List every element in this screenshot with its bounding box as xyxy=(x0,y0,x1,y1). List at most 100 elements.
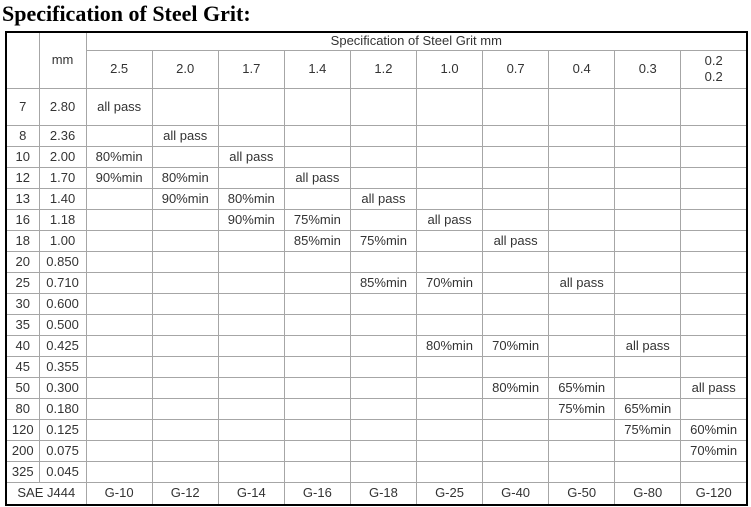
spec-value-cell xyxy=(415,166,484,189)
spec-value-cell xyxy=(151,87,219,126)
spec-value-cell xyxy=(151,397,219,420)
spec-value-cell xyxy=(680,313,748,336)
spec-value-cell xyxy=(614,229,682,252)
spec-value-cell xyxy=(217,313,285,336)
spec-value-cell xyxy=(283,355,351,378)
spec-value-cell xyxy=(151,460,219,483)
spec-value-cell xyxy=(415,187,484,210)
spec-value-cell xyxy=(482,271,550,294)
spec-value-cell xyxy=(217,418,285,441)
mm-cell: 2.36 xyxy=(38,124,87,147)
spec-value-cell: all pass xyxy=(482,229,550,252)
spec-value-cell xyxy=(415,397,484,420)
spec-value-cell: 75%min xyxy=(548,397,616,420)
spec-value-cell xyxy=(614,292,682,315)
spec-value-cell xyxy=(151,271,219,294)
spec-value-cell xyxy=(151,376,219,399)
spec-value-cell: 90%min xyxy=(85,166,153,189)
spec-value-cell xyxy=(548,87,616,126)
spec-value-cell xyxy=(680,355,748,378)
spec-value-cell: 80%min xyxy=(151,166,219,189)
spec-value-cell xyxy=(548,460,616,483)
sae-grade-cell: G-14 xyxy=(217,481,285,506)
table-row: 18 1.00 85%min 75%min all pass xyxy=(5,229,748,252)
table-body: 7 2.80 all pass 8 2.36 all pass 10 2.00 80%min al… xyxy=(5,87,748,483)
spec-value-cell xyxy=(614,87,682,126)
spec-value-cell xyxy=(482,250,550,273)
size-column-header: 0.2 0.2 xyxy=(680,49,748,89)
spec-value-cell xyxy=(680,87,748,126)
spec-value-cell xyxy=(614,208,682,231)
spec-value-cell xyxy=(482,87,550,126)
mesh-cell: 12 xyxy=(5,166,40,189)
size-column-header: 1.2 xyxy=(349,49,417,89)
table-row: 45 0.355 xyxy=(5,355,748,378)
mm-cell: 0.355 xyxy=(38,355,87,378)
size-column-header: 1.0 xyxy=(415,49,484,89)
spec-value-cell xyxy=(283,439,351,462)
mesh-column-header xyxy=(5,31,40,89)
spec-value-cell: 75%min xyxy=(614,418,682,441)
size-header-row: 2.5 2.0 1.7 1.4 1.2 1.0 0.7 0.4 0.3 0.2 0.2 xyxy=(6,49,748,89)
table-row: 10 2.00 80%min all pass xyxy=(5,145,748,168)
steel-grit-spec-table: mm Specification of Steel Grit mm 2.5 2.0… xyxy=(5,31,748,506)
spec-value-cell: 80%min xyxy=(482,376,550,399)
spec-value-cell xyxy=(482,187,550,210)
spec-value-cell xyxy=(283,334,351,357)
spec-value-cell: 70%min xyxy=(415,271,484,294)
spec-value-cell xyxy=(680,166,748,189)
spec-value-cell xyxy=(349,313,417,336)
spec-value-cell xyxy=(614,355,682,378)
spec-value-cell xyxy=(283,124,351,147)
spec-value-cell xyxy=(217,334,285,357)
spec-value-cell xyxy=(283,397,351,420)
size-column-header: 1.4 xyxy=(283,49,351,89)
spec-value-cell xyxy=(85,355,153,378)
spec-value-cell xyxy=(680,229,748,252)
spec-value-cell xyxy=(614,250,682,273)
spec-value-cell xyxy=(349,376,417,399)
mesh-cell: 20 xyxy=(5,250,40,273)
mesh-cell: 7 xyxy=(5,87,40,126)
spec-value-cell xyxy=(680,397,748,420)
table-header: mm Specification of Steel Grit mm 2.5 2.0… xyxy=(5,31,748,89)
spec-value-cell xyxy=(85,334,153,357)
spec-value-cell xyxy=(548,355,616,378)
table-row: 12 1.70 90%min 80%min all pass xyxy=(5,166,748,189)
mesh-cell: 25 xyxy=(5,271,40,294)
spec-value-cell xyxy=(548,292,616,315)
spec-value-cell xyxy=(85,397,153,420)
spec-value-cell xyxy=(85,460,153,483)
table-row: 13 1.40 90%min 80%min all pass xyxy=(5,187,748,210)
mm-cell: 0.045 xyxy=(38,460,87,483)
spec-value-cell xyxy=(85,208,153,231)
spec-value-cell xyxy=(548,208,616,231)
spec-value-cell xyxy=(217,460,285,483)
spec-value-cell xyxy=(349,397,417,420)
mesh-cell: 200 xyxy=(5,439,40,462)
mm-cell: 1.18 xyxy=(38,208,87,231)
spec-value-cell xyxy=(548,313,616,336)
sae-standard-label: SAE J444 xyxy=(5,481,87,506)
spec-value-cell: 80%min xyxy=(85,145,153,168)
spec-value-cell: all pass xyxy=(151,124,219,147)
mesh-cell: 16 xyxy=(5,208,40,231)
mm-cell: 0.180 xyxy=(38,397,87,420)
spec-value-cell xyxy=(415,418,484,441)
spec-value-cell xyxy=(283,87,351,126)
spec-value-cell xyxy=(415,124,484,147)
spec-value-cell xyxy=(482,292,550,315)
mesh-cell: 45 xyxy=(5,355,40,378)
table-row: 16 1.18 90%min 75%min all pass xyxy=(5,208,748,231)
spec-value-cell: 80%min xyxy=(415,334,484,357)
table-span-header: Specification of Steel Grit mm xyxy=(85,31,748,51)
spec-value-cell xyxy=(349,292,417,315)
table-row: 325 0.045 xyxy=(5,460,748,483)
spec-value-cell xyxy=(680,145,748,168)
spec-value-cell xyxy=(283,292,351,315)
spec-value-cell xyxy=(151,250,219,273)
spec-value-cell: 75%min xyxy=(349,229,417,252)
sae-grade-cell: G-18 xyxy=(349,481,417,506)
spec-value-cell xyxy=(680,208,748,231)
